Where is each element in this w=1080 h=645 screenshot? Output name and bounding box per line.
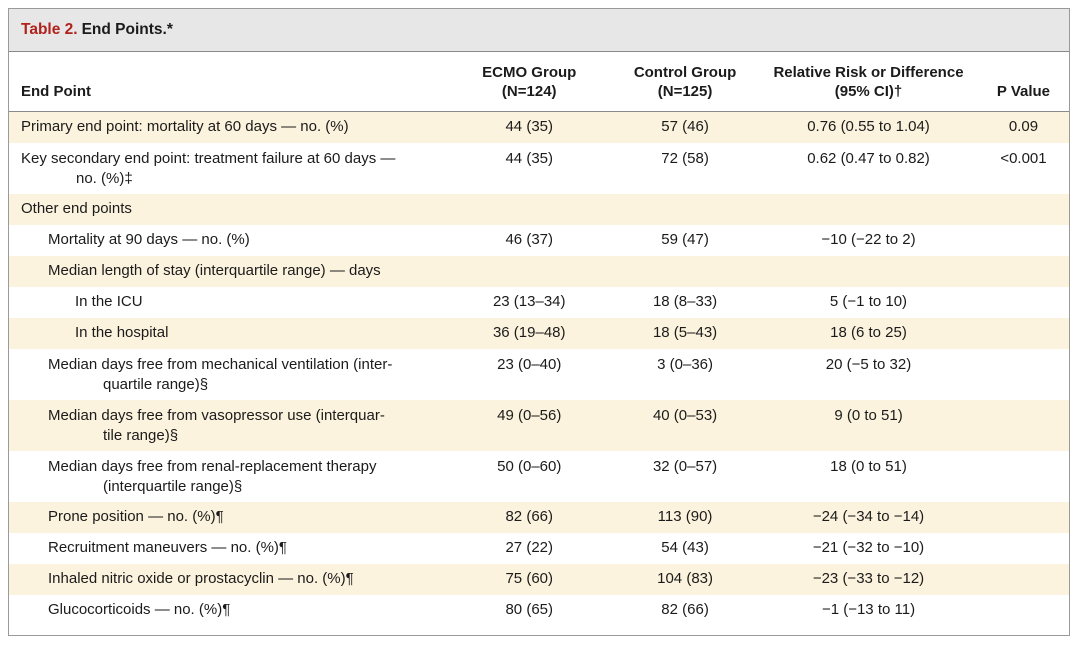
table-row: Recruitment maneuvers — no. (%)¶ 27 (22)… xyxy=(9,533,1069,564)
ecmo-value: 44 (35) xyxy=(505,117,553,135)
header-rr-line1: Relative Risk or Difference xyxy=(773,63,964,81)
end-point-label-line1: Median days free from renal-replacement … xyxy=(48,457,377,475)
table-frame: Table 2. End Points.* End Point ECMO Gro… xyxy=(8,8,1070,636)
end-point-label: Median days free from mechanical ventila… xyxy=(9,355,447,395)
table-row: Median length of stay (interquartile ran… xyxy=(9,255,1069,287)
header-ecmo-line1: ECMO Group xyxy=(482,63,577,81)
control-value: 113 (90) xyxy=(657,507,713,525)
end-point-label: Recruitment maneuvers — no. (%)¶ xyxy=(48,538,287,556)
header-control-group: Control Group (N=125) xyxy=(611,52,759,111)
table-title-text: End Points.* xyxy=(81,21,173,38)
control-value: 57 (46) xyxy=(661,117,709,135)
table-row: Median days free from mechanical ventila… xyxy=(9,349,1069,400)
table-row: Inhaled nitric oxide or prostacyclin — n… xyxy=(9,563,1069,595)
p-value: <0.001 xyxy=(1000,149,1047,167)
relative-risk-value: −24 (−34 to −14) xyxy=(812,507,925,525)
table-row: Key secondary end point: treatment failu… xyxy=(9,143,1069,194)
table-row: Median days free from vasopressor use (i… xyxy=(9,399,1069,451)
ecmo-value: 23 (0–40) xyxy=(497,355,562,373)
end-point-label: Inhaled nitric oxide or prostacyclin — n… xyxy=(48,569,354,587)
table-row: In the hospital 36 (19–48) 18 (5–43) 18 … xyxy=(9,317,1069,349)
control-value: 32 (0–57) xyxy=(652,457,718,475)
table-row: Median days free from renal-replacement … xyxy=(9,451,1069,502)
table-title-number: Table 2. xyxy=(21,21,78,38)
relative-risk-value: −1 (−13 to 11) xyxy=(821,600,916,618)
p-value: 0.09 xyxy=(1008,117,1039,135)
control-value: 40 (0–53) xyxy=(652,406,718,424)
table-row: Primary end point: mortality at 60 days … xyxy=(9,111,1069,143)
end-point-label-line1: Median days free from mechanical ventila… xyxy=(48,355,393,373)
relative-risk-value: 5 (−1 to 10) xyxy=(829,292,908,310)
end-points-table: End Point ECMO Group (N=124) Control Gro… xyxy=(9,52,1069,626)
end-point-label: Glucocorticoids — no. (%)¶ xyxy=(48,600,231,618)
relative-risk-value: 18 (0 to 51) xyxy=(830,457,907,475)
control-value: 82 (66) xyxy=(661,600,709,618)
relative-risk-value: 20 (−5 to 32) xyxy=(825,355,912,373)
table-row: Mortality at 90 days — no. (%) 46 (37) 5… xyxy=(9,225,1069,256)
end-point-label: Median days free from renal-replacement … xyxy=(9,457,447,497)
end-point-label: Prone position — no. (%)¶ xyxy=(48,507,224,525)
control-value: 104 (83) xyxy=(657,569,713,587)
relative-risk-value: 9 (0 to 51) xyxy=(834,406,903,424)
header-p-value: P Value xyxy=(996,82,1051,100)
header-ecmo-group: ECMO Group (N=124) xyxy=(447,52,611,111)
end-point-label-line1: Key secondary end point: treatment failu… xyxy=(21,149,396,167)
table-row: Glucocorticoids — no. (%)¶ 80 (65) 82 (6… xyxy=(9,595,1069,626)
ecmo-value: 27 (22) xyxy=(505,538,553,556)
header-relative-risk: Relative Risk or Difference (95% CI)† xyxy=(759,52,978,111)
ecmo-value: 49 (0–56) xyxy=(497,406,562,424)
end-point-label: Median days free from vasopressor use (i… xyxy=(9,406,447,446)
ecmo-value: 46 (37) xyxy=(505,230,553,248)
table-row: Prone position — no. (%)¶ 82 (66) 113 (9… xyxy=(9,501,1069,533)
relative-risk-value: 18 (6 to 25) xyxy=(830,323,907,341)
relative-risk-value: 0.76 (0.55 to 1.04) xyxy=(807,117,930,135)
control-value: 18 (5–43) xyxy=(652,323,718,341)
ecmo-value: 36 (19–48) xyxy=(492,323,566,341)
end-point-label: Key secondary end point: treatment failu… xyxy=(9,149,447,189)
header-rr-line2: (95% CI)† xyxy=(834,82,903,100)
end-point-label-line1: Median days free from vasopressor use (i… xyxy=(48,406,385,424)
table-row: In the ICU 23 (13–34) 18 (8–33) 5 (−1 to… xyxy=(9,287,1069,318)
header-control-line1: Control Group xyxy=(633,63,737,81)
end-point-label: Mortality at 90 days — no. (%) xyxy=(48,230,250,248)
ecmo-value: 80 (65) xyxy=(505,600,553,618)
control-value: 18 (8–33) xyxy=(652,292,718,310)
ecmo-value: 23 (13–34) xyxy=(492,292,566,310)
header-row: End Point ECMO Group (N=124) Control Gro… xyxy=(9,52,1069,111)
end-point-label-line2: (interquartile range)§ xyxy=(103,477,243,495)
end-point-label-line2: no. (%)‡ xyxy=(76,169,133,187)
table-row: Other end points xyxy=(9,193,1069,225)
ecmo-value: 82 (66) xyxy=(505,507,553,525)
header-control-line2: (N=125) xyxy=(657,82,713,100)
end-point-label-line2: tile range)§ xyxy=(103,426,179,444)
relative-risk-value: −21 (−32 to −10) xyxy=(812,538,925,556)
relative-risk-value: 0.62 (0.47 to 0.82) xyxy=(807,149,930,167)
control-value: 54 (43) xyxy=(661,538,709,556)
control-value: 3 (0–36) xyxy=(657,355,713,373)
end-point-label: In the ICU xyxy=(75,292,143,310)
ecmo-value: 44 (35) xyxy=(505,149,553,167)
end-point-label: Primary end point: mortality at 60 days … xyxy=(21,117,349,135)
header-ecmo-line2: (N=124) xyxy=(501,82,557,100)
end-point-label: In the hospital xyxy=(75,323,169,341)
ecmo-value: 50 (0–60) xyxy=(497,457,562,475)
header-end-point: End Point xyxy=(21,82,91,100)
ecmo-value: 75 (60) xyxy=(505,569,553,587)
relative-risk-value: −23 (−33 to −12) xyxy=(812,569,925,587)
control-value: 72 (58) xyxy=(661,149,709,167)
section-label: Other end points xyxy=(21,199,132,217)
relative-risk-value: −10 (−22 to 2) xyxy=(821,230,916,248)
control-value: 59 (47) xyxy=(661,230,709,248)
end-point-label: Median length of stay (interquartile ran… xyxy=(48,261,381,279)
table-title-bar: Table 2. End Points.* xyxy=(9,9,1069,52)
end-point-label-line2: quartile range)§ xyxy=(103,375,209,393)
